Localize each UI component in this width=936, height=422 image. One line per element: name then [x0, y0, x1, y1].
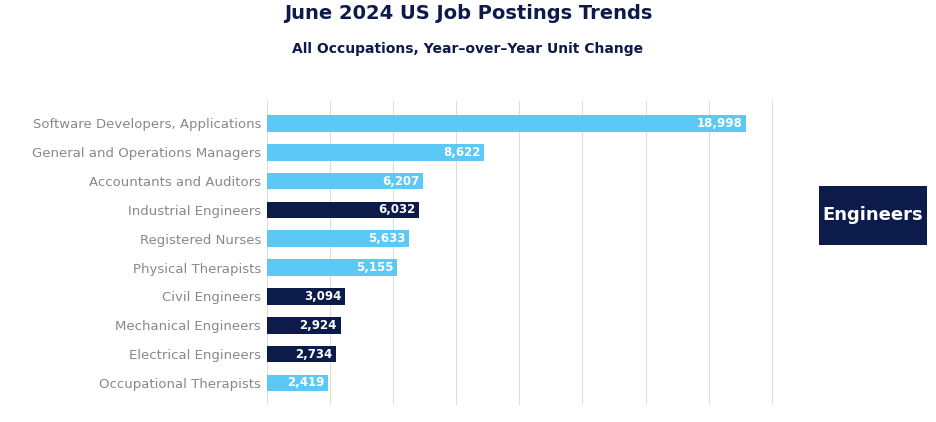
Bar	[267, 144, 485, 161]
Text: 3,094: 3,094	[303, 290, 341, 303]
Bar	[267, 317, 341, 334]
Text: 6,207: 6,207	[383, 175, 419, 188]
Text: Engineers: Engineers	[823, 206, 923, 224]
Bar	[267, 115, 747, 132]
Text: June 2024 US Job Postings Trends: June 2024 US Job Postings Trends	[284, 4, 652, 23]
Text: 8,622: 8,622	[444, 146, 481, 159]
Text: 5,633: 5,633	[368, 232, 405, 245]
Bar	[267, 346, 336, 362]
Text: 5,155: 5,155	[356, 261, 393, 274]
Bar	[267, 230, 409, 247]
Text: 18,998: 18,998	[697, 117, 742, 130]
Text: 2,924: 2,924	[300, 319, 337, 332]
Bar	[267, 173, 423, 189]
Bar	[267, 202, 419, 218]
Bar	[267, 288, 344, 305]
Bar	[267, 259, 397, 276]
Text: 6,032: 6,032	[378, 203, 416, 216]
Text: 2,419: 2,419	[286, 376, 324, 390]
Bar	[267, 375, 328, 391]
Text: All Occupations, Year–over–Year Unit Change: All Occupations, Year–over–Year Unit Cha…	[292, 42, 644, 56]
Text: 2,734: 2,734	[295, 348, 332, 361]
